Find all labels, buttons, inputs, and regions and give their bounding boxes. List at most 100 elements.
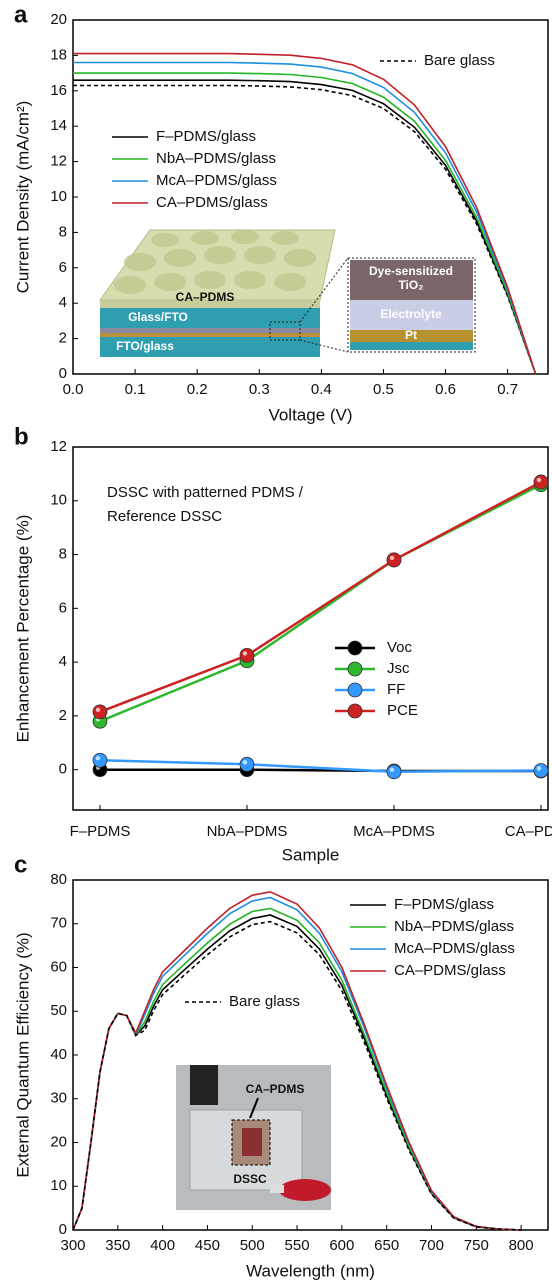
x-tick-label: NbA–PDMS [207, 823, 288, 840]
y-tick-label: 8 [59, 223, 67, 240]
legend-label: Jsc [387, 660, 410, 677]
legend-marker [347, 703, 363, 719]
series-line [72, 920, 522, 1231]
inset-label: FTO/glass [116, 339, 174, 353]
y-tick-label: 10 [50, 1177, 67, 1194]
inset-label: Dye-sensitized [369, 264, 453, 278]
x-tick-label: 0.3 [249, 381, 270, 398]
photo-inset [176, 1065, 331, 1210]
x-tick-label: 0.4 [311, 381, 332, 398]
device-inset [99, 229, 476, 357]
legend-label: F–PDMS/glass [394, 896, 494, 913]
x-tick-label: 0.0 [63, 381, 84, 398]
legend-label: NbA–PDMS/glass [156, 150, 276, 167]
series-line [99, 759, 542, 774]
inset-label: Pt [405, 328, 417, 342]
y-tick-label: 18 [50, 46, 67, 63]
panel-label: a [14, 1, 28, 28]
y-tick-label: 60 [50, 958, 67, 975]
marker [533, 474, 549, 490]
marker-highlight [389, 767, 395, 773]
x-axis-title: Sample [282, 845, 340, 864]
legend-label: NbA–PDMS/glass [394, 918, 514, 935]
annotation: DSSC with patterned PDMS / [107, 484, 304, 501]
plot-frame [72, 446, 549, 811]
y-tick-label: 70 [50, 915, 67, 932]
y-tick-label: 50 [50, 1002, 67, 1019]
y-tick-label: 0 [59, 761, 67, 778]
y-tick-label: 12 [50, 438, 67, 455]
y-tick-label: 8 [59, 546, 67, 563]
legend-label: McA–PDMS/glass [156, 172, 277, 189]
legend-marker [347, 640, 363, 656]
inset-label: CA–PDMS [176, 290, 235, 304]
x-tick-label: 300 [60, 1237, 85, 1254]
legend-label: Bare glass [424, 52, 495, 69]
marker [92, 752, 108, 768]
x-axis-title: Wavelength (nm) [246, 1261, 375, 1280]
panel-label: b [14, 423, 29, 450]
marker-highlight [536, 766, 542, 771]
marker-highlight [536, 477, 542, 483]
legend-marker [347, 682, 363, 698]
y-axis-title: Enhancement Percentage (%) [13, 515, 32, 743]
x-tick-label: CA–PDMS [505, 823, 552, 840]
x-tick-label: 400 [150, 1237, 175, 1254]
marker-highlight [389, 555, 395, 561]
x-tick-label: 450 [195, 1237, 220, 1254]
x-tick-label: 350 [105, 1237, 130, 1254]
x-tick-label: 750 [464, 1237, 489, 1254]
marker [239, 756, 255, 772]
x-tick-label: 600 [329, 1237, 354, 1254]
inset-label: Glass/FTO [128, 310, 188, 324]
legend-marker [347, 661, 363, 677]
x-tick-label: 0.5 [373, 381, 394, 398]
series-line [73, 52, 537, 375]
y-tick-label: 30 [50, 1090, 67, 1107]
panel-label: c [14, 851, 27, 878]
series-line [73, 84, 537, 375]
y-tick-label: 6 [59, 599, 67, 616]
y-tick-label: 20 [50, 11, 67, 28]
legend-label: CA–PDMS/glass [156, 194, 268, 211]
x-tick-label: 800 [509, 1237, 534, 1254]
y-tick-label: 20 [50, 1133, 67, 1150]
marker [239, 647, 255, 663]
y-tick-label: 4 [59, 653, 67, 670]
series-line [73, 79, 537, 375]
series-line [73, 72, 537, 375]
y-tick-label: 80 [50, 871, 67, 888]
y-tick-label: 6 [59, 259, 67, 276]
x-tick-label: 550 [285, 1237, 310, 1254]
marker [386, 764, 402, 780]
y-tick-label: 40 [50, 1046, 67, 1063]
marker-highlight [95, 756, 101, 761]
legend-label: CA–PDMS/glass [394, 962, 506, 979]
y-tick-label: 16 [50, 82, 67, 99]
y-tick-label: 0 [59, 1221, 67, 1238]
x-tick-label: McA–PDMS [353, 823, 435, 840]
x-tick-label: 650 [374, 1237, 399, 1254]
inset-label: DSSC [233, 1172, 267, 1186]
marker [533, 763, 549, 778]
marker [92, 704, 108, 720]
legend-label: F–PDMS/glass [156, 128, 256, 145]
y-tick-label: 2 [59, 707, 67, 724]
x-tick-label: 0.6 [435, 381, 456, 398]
x-tick-label: 500 [240, 1237, 265, 1254]
y-tick-label: 10 [50, 188, 67, 205]
legend-label: FF [387, 681, 405, 698]
marker-highlight [242, 651, 248, 656]
y-tick-label: 4 [59, 294, 67, 311]
marker [386, 552, 402, 568]
legend-label: Bare glass [229, 993, 300, 1010]
series-line [99, 480, 542, 714]
x-axis-title: Voltage (V) [268, 405, 352, 424]
y-tick-label: 14 [50, 117, 67, 134]
y-tick-label: 0 [59, 365, 67, 382]
marker-highlight [95, 707, 101, 713]
x-tick-label: 0.1 [125, 381, 146, 398]
inset-label: TiO₂ [398, 278, 423, 292]
